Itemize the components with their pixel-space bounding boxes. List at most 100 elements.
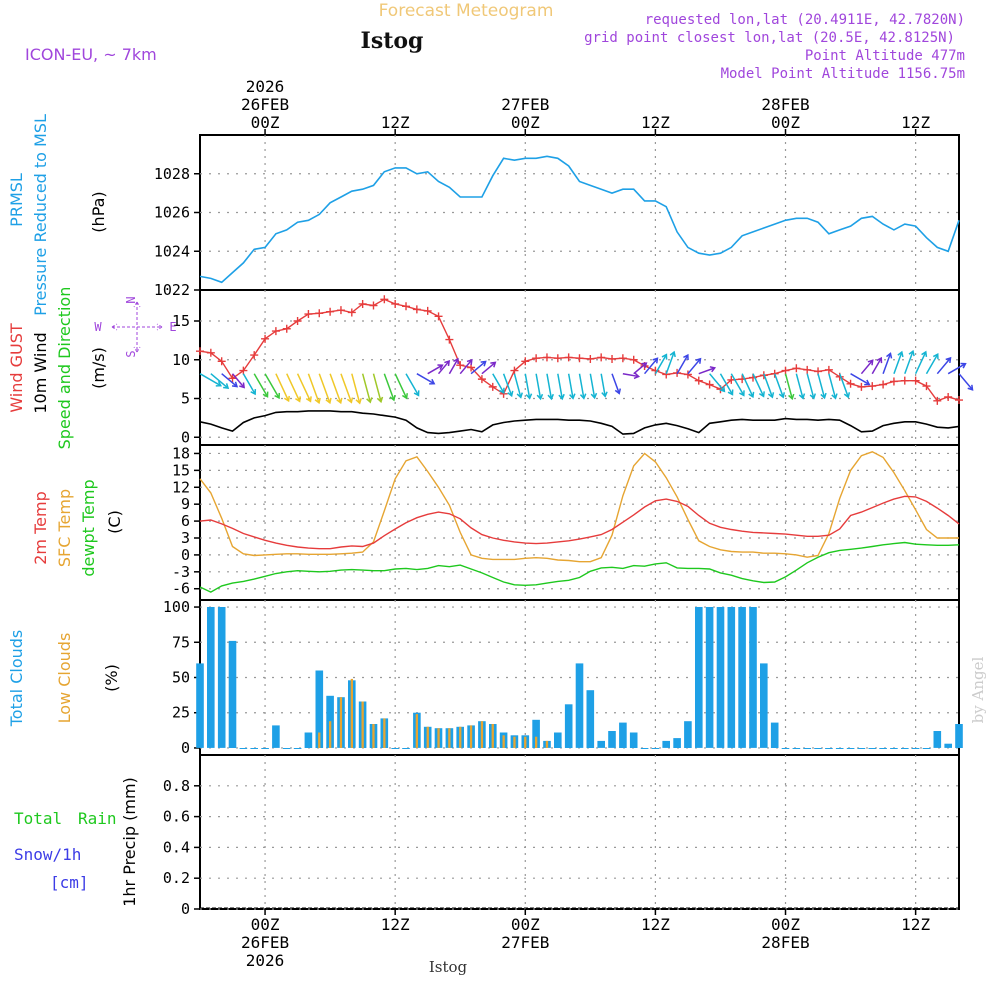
pressure-unit-label: (hPa) [89,191,108,232]
wind-arrow [231,373,245,388]
wind-arrow-head [295,396,302,403]
wind-arrow [199,373,222,387]
gust-marker [488,382,497,391]
gust-marker [261,334,270,343]
wind-arrow-head [590,392,598,400]
total-cloud-bar [217,607,226,748]
wind-arrow-head [536,393,544,401]
wind-arrow-head [490,361,497,368]
gust-marker [618,354,627,363]
wind-arrow-head [498,387,505,394]
wind-arrow [513,373,522,398]
wind-arrow [546,373,553,399]
wind-arrow-head [886,352,893,359]
low-cloud-bar [415,714,418,748]
wind-arrow-head [669,350,676,358]
wind-arrow [893,351,903,374]
wind-arrow-head [788,393,795,401]
compass-north: N [124,296,138,303]
wind-arrow-head [727,389,734,396]
total-cloud-bar [955,724,963,748]
total-cloud-bar [651,748,660,749]
labels-layer: 1022102410261028051015-6-303691215180255… [7,77,930,970]
wind-arrow-head [429,378,436,385]
bottom-xtick-label: 12Z [901,915,930,934]
temperature-ytick-label: 12 [172,478,190,496]
temperature-ytick-label: 15 [172,461,190,479]
total-cloud-bar [228,640,237,748]
precip-unit-label: 1hr Precip (mm) [120,777,139,907]
gust-marker [770,369,779,378]
wind-arrow-head [437,364,444,370]
low-cloud-bar [339,697,343,748]
wind-arrow [340,373,353,403]
banner-title: Forecast Meteogram [379,1,554,21]
bottom-xtick-label: 12Z [641,915,670,934]
wind-unit-label: (m/s) [89,347,108,389]
wind-arrow [611,373,620,394]
temperature-ytick-label: -6 [172,580,190,598]
total-cloud-bar [684,721,692,748]
wind-arrow-head [525,393,533,400]
precip-snow-label: Snow/1h [14,845,81,864]
low-cloud-bar [372,724,375,748]
gust-marker [694,376,703,385]
wind-arrow-head [843,392,851,399]
bottom-xtick-label: 00Z [511,915,540,934]
top-xtick-label: 12Z [641,113,670,132]
wind-arrow [351,373,361,404]
total-cloud-bar [532,719,540,748]
wind-arrow [383,373,395,401]
low-cloud-bar [459,726,462,748]
wind-arrow-head [215,380,222,387]
pressure-ytick-label: 1028 [154,165,190,183]
gust-marker [803,365,812,374]
precip-ytick-label: 0.4 [163,838,190,856]
gust-marker [900,376,909,385]
low-cloud-bar [545,740,549,748]
total-cloud-bar [261,748,269,749]
wind-arrow [502,373,513,397]
total-cloud-bar [239,748,248,749]
temp-unit-label: (C) [105,510,124,534]
wind-arrow [492,373,505,394]
wind-speed-dir-label: Speed and Direction [55,287,74,450]
bottom-year-label: 2026 [246,951,285,970]
gust-marker [336,306,345,315]
total-cloud-bar [825,748,833,749]
wind-arrow-head [633,372,641,380]
wind-arrow [936,357,952,375]
gust-marker [792,364,801,373]
gust-marker [477,375,486,384]
gust-marker [889,377,898,386]
precip-ytick-label: 0.8 [163,777,190,795]
clouds-ytick-label: 50 [172,669,190,687]
gust-marker [608,354,617,363]
dewpt-line [199,541,960,593]
gust-marker [944,392,953,401]
total-clouds-label: Total Clouds [7,630,26,728]
total-cloud-bar [695,607,703,748]
wind-arrow [871,357,882,375]
wind-arrow [687,358,702,375]
total-cloud-bar [250,748,258,749]
low-cloud-bar [383,718,386,748]
wind-arrow [709,373,725,392]
pressure-label-1: PRMSL [7,173,26,227]
top-xtick-label: 12Z [381,113,410,132]
wind-arrow-head [864,379,871,386]
temperature-ytick-label: 18 [172,444,190,462]
wind-arrow-head [239,382,245,389]
total-cloud-bar [835,748,844,749]
gust-marker [553,354,562,363]
gust-marker [315,309,324,318]
wind-arrow [741,373,754,398]
total-cloud-bar [770,722,779,748]
wind-arrow [307,373,320,404]
wind-arrow-head [601,391,608,398]
total-cloud-bar [911,748,920,749]
wind-arrow [286,373,301,402]
wind-arrow [795,373,804,399]
top-xtick-label: 00Z [511,113,540,132]
gust-marker [705,380,714,389]
